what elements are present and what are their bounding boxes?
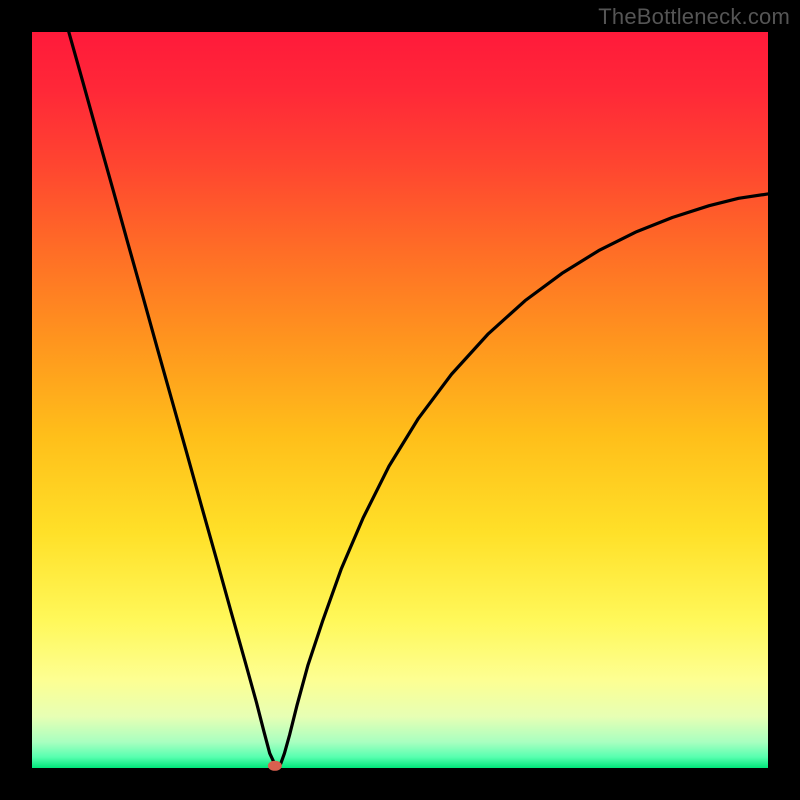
optimal-point-marker <box>268 761 282 771</box>
bottleneck-chart <box>0 0 800 800</box>
watermark-text: TheBottleneck.com <box>598 4 790 30</box>
plot-background-gradient <box>32 32 768 768</box>
chart-container: TheBottleneck.com <box>0 0 800 800</box>
